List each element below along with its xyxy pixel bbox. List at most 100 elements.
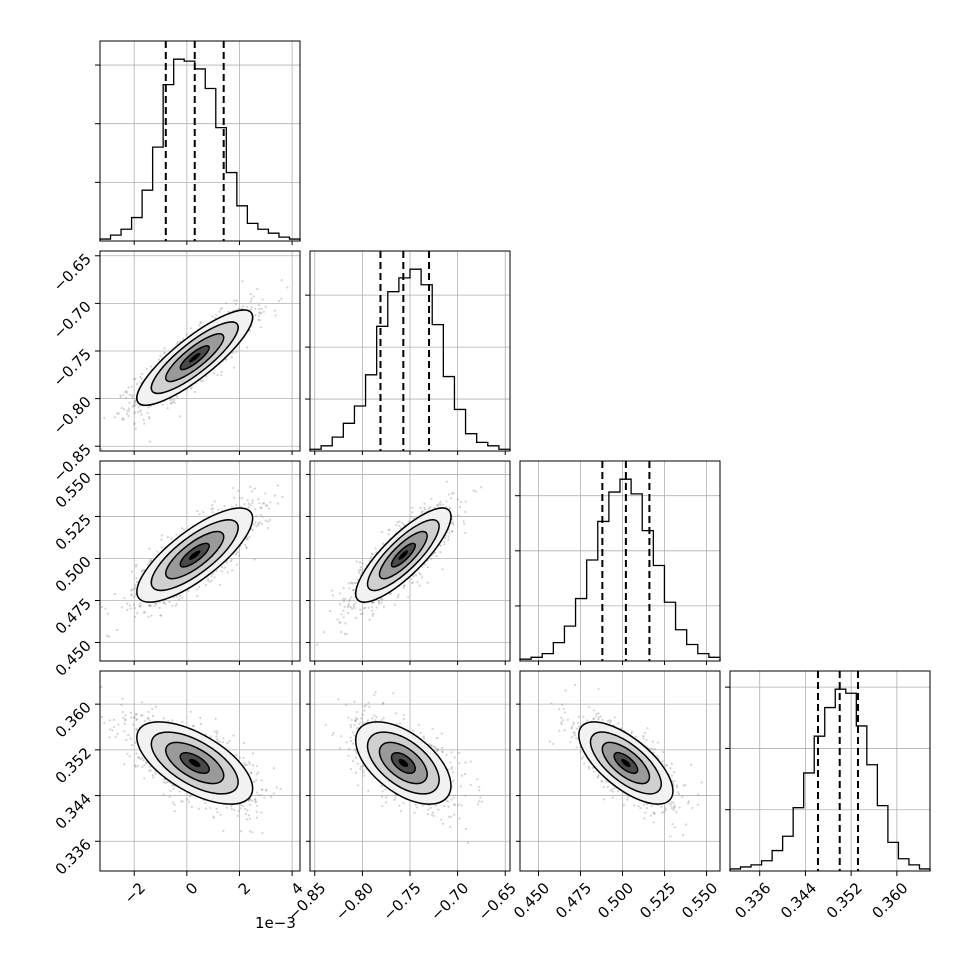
scatter-point [159, 354, 162, 357]
scatter-point [141, 570, 144, 573]
scatter-point [251, 499, 254, 502]
scatter-point [249, 803, 252, 806]
scatter-point [418, 584, 421, 587]
scatter-point [216, 740, 219, 743]
scatter-point [245, 537, 248, 540]
scatter-point [280, 297, 283, 300]
scatter-point [350, 582, 354, 585]
scatter-point [448, 507, 452, 510]
scatter-point [142, 568, 146, 572]
scatter-point [125, 390, 128, 393]
scatter-point [261, 831, 264, 835]
scatter-point [243, 543, 247, 546]
scatter-point [342, 586, 345, 590]
scatter-point [362, 607, 365, 610]
scatter-point [262, 310, 265, 313]
panel-content [100, 278, 289, 451]
scatter-point [274, 314, 277, 317]
scatter-point [235, 351, 238, 354]
scatter-point [216, 730, 219, 733]
scatter-point [234, 552, 238, 556]
scatter-point [459, 500, 462, 504]
scatter-point [241, 280, 244, 283]
scatter-point [339, 592, 342, 595]
scatter-point [148, 765, 152, 768]
scatter-point [105, 634, 109, 637]
scatter-point [245, 305, 248, 308]
scatter-point [246, 499, 249, 502]
scatter-point [257, 524, 260, 527]
scatter-point [139, 381, 142, 384]
scatter-point [199, 722, 203, 726]
scatter-point [202, 510, 205, 514]
scatter-point [352, 605, 355, 608]
scatter-point [233, 496, 236, 499]
scatter-point [353, 607, 356, 610]
scatter-point [206, 577, 210, 580]
scatter-point [445, 480, 448, 483]
scatter-point [132, 603, 135, 606]
scatter-point [357, 569, 361, 572]
scatter-point [130, 385, 133, 388]
scatter-point [456, 498, 459, 501]
scatter-point [253, 487, 256, 490]
scatter-point [348, 600, 351, 603]
contour-line [179, 345, 210, 371]
scatter-point [445, 500, 448, 503]
scatter-point [168, 600, 171, 604]
scatter-point [423, 562, 427, 566]
scatter-point [276, 484, 279, 487]
scatter-point [131, 405, 134, 408]
scatter-point [352, 603, 355, 607]
scatter-point [451, 518, 454, 521]
scatter-point [264, 504, 268, 507]
scatter-point [236, 551, 239, 554]
scatter-point [403, 584, 406, 587]
scatter-point [268, 518, 272, 521]
scatter-point [371, 552, 374, 555]
scatter-point [213, 576, 216, 579]
scatter-point [374, 547, 377, 550]
scatter-point [276, 502, 280, 505]
scatter-point [215, 314, 218, 317]
scatter-point [190, 386, 193, 389]
scatter-point [128, 401, 131, 404]
scatter-point [190, 327, 193, 330]
scatter-point [260, 522, 264, 525]
scatter-point [139, 410, 142, 413]
scatter-point [130, 588, 134, 591]
scatter-point [130, 589, 133, 592]
scatter-point [410, 582, 414, 585]
scatter-point [178, 597, 181, 601]
scatter-point [261, 515, 264, 519]
scatter-point [134, 404, 137, 407]
scatter-point [273, 494, 277, 497]
scatter-point [211, 511, 214, 514]
scatter-point [173, 401, 176, 404]
histogram-frame [99, 40, 301, 242]
scatter-point [154, 772, 157, 775]
scatter-point [149, 559, 152, 562]
scatter-point [133, 401, 136, 405]
contour-line [165, 333, 225, 383]
scatter-point [370, 552, 373, 556]
scatter-point [126, 409, 129, 412]
scatter-point [412, 516, 415, 520]
scatter-point [247, 502, 250, 505]
scatter-point [235, 503, 238, 507]
scatter-point [133, 595, 136, 598]
scatter-point [148, 719, 152, 722]
scatter-point [120, 407, 123, 410]
scatter-point [226, 741, 229, 745]
density-fill [188, 550, 201, 560]
scatter-point [397, 593, 400, 596]
scatter-point [148, 561, 151, 564]
scatter-point [162, 717, 165, 720]
scatter-point [147, 716, 150, 720]
scatter-point [146, 411, 149, 415]
scatter-panel-3-0 [99, 670, 301, 872]
contour-line [378, 530, 428, 580]
scatter-point [189, 387, 192, 390]
scatter-point [237, 489, 240, 492]
scatter-point [281, 495, 284, 498]
